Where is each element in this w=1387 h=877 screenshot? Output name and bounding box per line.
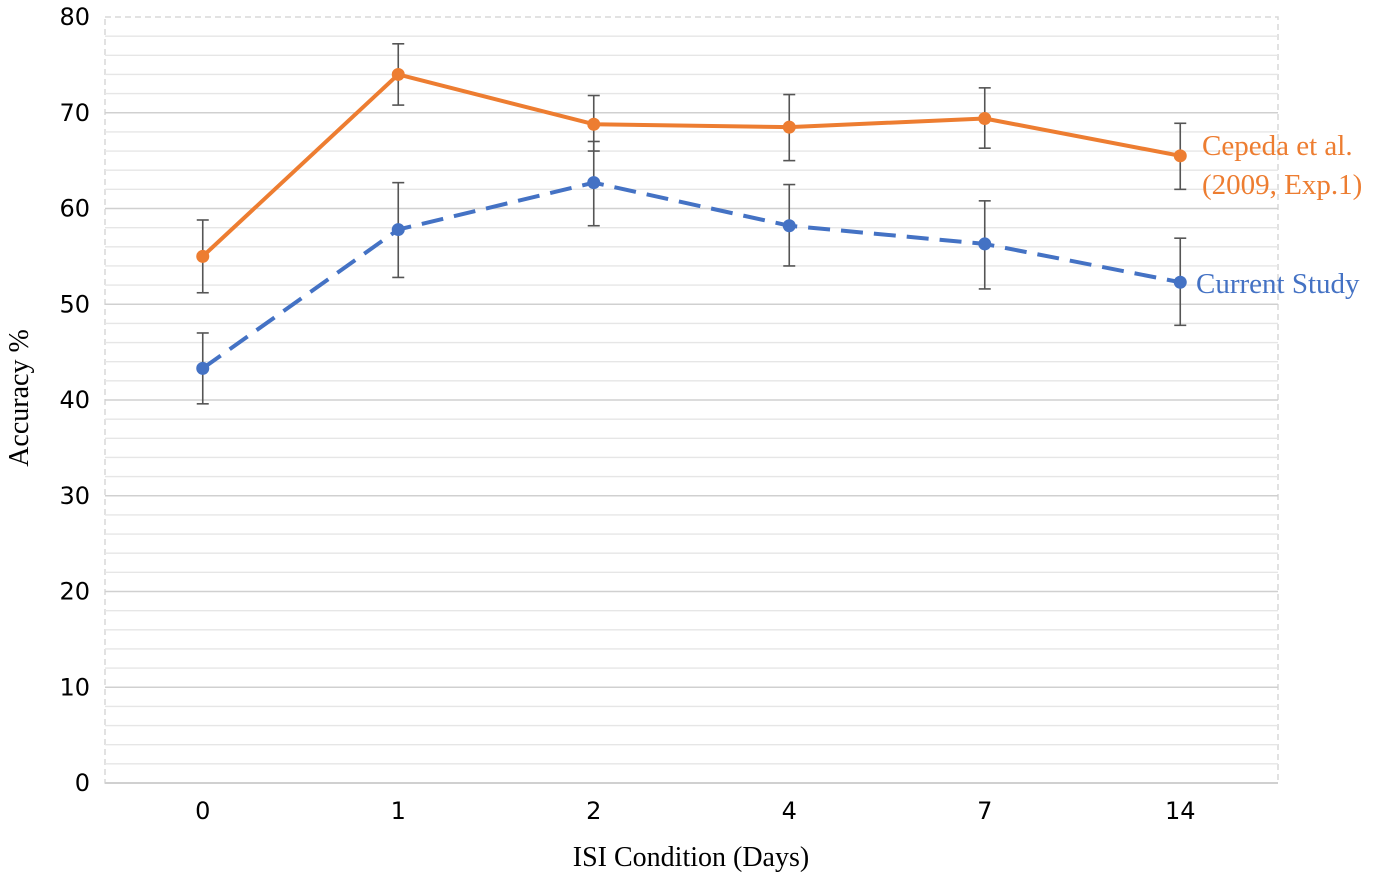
data-point bbox=[1173, 275, 1187, 289]
y-tick-label: 70 bbox=[59, 99, 90, 127]
series-label: Cepeda et al. bbox=[1202, 130, 1353, 162]
y-tick-label: 50 bbox=[59, 290, 90, 318]
data-point bbox=[782, 219, 796, 233]
data-point bbox=[196, 249, 210, 263]
data-point bbox=[978, 111, 992, 125]
data-point bbox=[978, 237, 992, 251]
series-lines bbox=[201, 72, 1181, 371]
y-tick-label: 40 bbox=[59, 386, 90, 414]
data-point bbox=[196, 361, 210, 375]
x-tick-label: 14 bbox=[1165, 797, 1196, 825]
x-tick-label: 4 bbox=[782, 797, 797, 825]
error-bars bbox=[196, 43, 1187, 405]
data-point bbox=[391, 67, 405, 81]
data-point bbox=[587, 117, 601, 131]
x-tick-label: 0 bbox=[195, 797, 210, 825]
series-label: Current Study bbox=[1196, 268, 1360, 300]
data-point bbox=[1173, 149, 1187, 163]
data-point bbox=[782, 120, 796, 134]
x-axis-ticks: 0 1 2 4 7 14 bbox=[195, 797, 1195, 825]
y-tick-label: 30 bbox=[59, 482, 90, 510]
series-line bbox=[201, 72, 1181, 258]
y-tick-label: 0 bbox=[75, 769, 90, 797]
series-labels: Cepeda et al. (2009, Exp.1) Current Study bbox=[1196, 130, 1362, 300]
y-tick-label: 80 bbox=[59, 3, 90, 31]
y-tick-label: 10 bbox=[59, 673, 90, 701]
y-tick-label: 20 bbox=[59, 578, 90, 606]
data-point bbox=[587, 176, 601, 190]
y-tick-label: 60 bbox=[59, 195, 90, 223]
y-axis-ticks: 0 10 20 30 40 50 60 70 80 bbox=[59, 3, 90, 797]
series-label: (2009, Exp.1) bbox=[1202, 169, 1362, 201]
data-point bbox=[391, 223, 405, 237]
x-axis-title: ISI Condition (Days) bbox=[573, 842, 809, 873]
series-line bbox=[201, 180, 1181, 371]
x-tick-label: 2 bbox=[586, 797, 601, 825]
x-tick-label: 7 bbox=[977, 797, 992, 825]
data-points bbox=[196, 67, 1187, 375]
y-axis-title: Accuracy % bbox=[4, 329, 35, 467]
grid bbox=[104, 16, 1279, 784]
x-tick-label: 1 bbox=[391, 797, 406, 825]
